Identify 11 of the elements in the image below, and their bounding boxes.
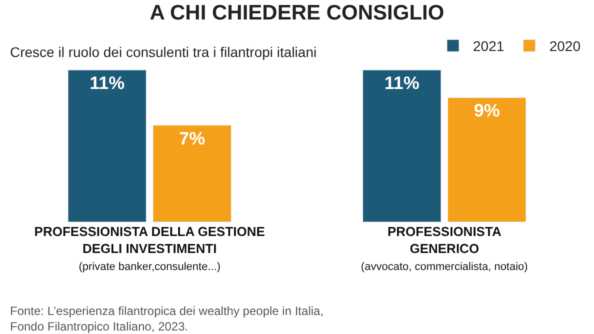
legend-label: 2020 (549, 38, 581, 54)
data-label: 7% (179, 128, 206, 148)
source-note: Fonte: L’esperienza filantropica dei wealthy people in Italia, Fondo Filantropico Italiano, 2023. (10, 304, 324, 334)
chart-title: A CHI CHIEDERE CONSIGLIO (150, 2, 444, 25)
x-tick-label: PROFESSIONISTA GENERICO (avvocato, commercialista, notaio) (360, 224, 528, 273)
x-tick-label: PROFESSIONISTA DELLA GESTIONE DEGLI INVESTIMENTI (private banker,consulente...) (34, 224, 266, 273)
chart-subtitle: Cresce il ruolo dei consulenti tra i filantropi italiani (10, 44, 317, 60)
data-label: 9% (474, 100, 500, 121)
legend-label: 2021 (473, 38, 504, 54)
data-label: 11% (90, 73, 125, 93)
data-label: 11% (384, 73, 420, 93)
